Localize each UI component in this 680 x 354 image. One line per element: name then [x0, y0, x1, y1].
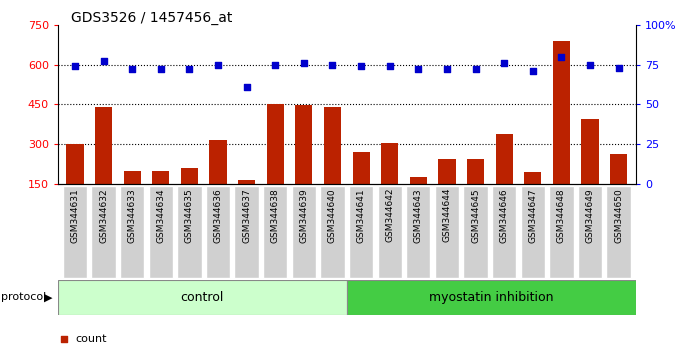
Bar	[581, 119, 598, 224]
FancyBboxPatch shape	[235, 186, 259, 278]
Point	[299, 60, 309, 66]
Point	[498, 60, 509, 66]
Text: GSM344637: GSM344637	[242, 188, 251, 242]
FancyBboxPatch shape	[463, 186, 488, 278]
FancyBboxPatch shape	[206, 186, 231, 278]
FancyBboxPatch shape	[149, 186, 173, 278]
Bar	[238, 180, 255, 224]
Point	[270, 62, 281, 67]
Bar	[347, 280, 636, 315]
FancyBboxPatch shape	[435, 186, 459, 278]
Text: control: control	[181, 291, 224, 304]
FancyBboxPatch shape	[492, 186, 516, 278]
Bar	[67, 144, 84, 224]
FancyBboxPatch shape	[607, 186, 631, 278]
Point	[241, 84, 252, 90]
Point	[613, 65, 624, 70]
Text: GSM344646: GSM344646	[500, 188, 509, 242]
Point	[528, 68, 539, 74]
Text: GSM344636: GSM344636	[214, 188, 222, 242]
Text: GSM344634: GSM344634	[156, 188, 165, 242]
Point	[69, 63, 80, 69]
Bar	[467, 159, 484, 224]
Text: protocol: protocol	[1, 292, 47, 302]
Text: GSM344632: GSM344632	[99, 188, 108, 242]
FancyBboxPatch shape	[320, 186, 345, 278]
Text: GSM344649: GSM344649	[585, 188, 594, 242]
FancyBboxPatch shape	[177, 186, 201, 278]
Text: GSM344643: GSM344643	[414, 188, 423, 242]
Bar	[352, 152, 370, 224]
Bar	[324, 107, 341, 224]
Point	[394, 253, 405, 258]
Bar	[496, 133, 513, 224]
Text: GSM344640: GSM344640	[328, 188, 337, 242]
Text: GSM344647: GSM344647	[528, 188, 537, 242]
Bar	[124, 171, 141, 224]
Bar	[152, 171, 169, 224]
Text: count: count	[75, 334, 107, 344]
Text: GSM344648: GSM344648	[557, 188, 566, 242]
Text: GSM344638: GSM344638	[271, 188, 279, 242]
Point	[441, 67, 452, 72]
FancyBboxPatch shape	[263, 186, 288, 278]
Text: GSM344635: GSM344635	[185, 188, 194, 242]
Text: GSM344650: GSM344650	[614, 188, 623, 242]
Bar	[295, 105, 313, 224]
Bar	[209, 140, 226, 224]
Point	[413, 67, 424, 72]
Bar	[410, 177, 427, 224]
Point	[184, 67, 195, 72]
Bar	[524, 172, 541, 224]
Text: GSM344631: GSM344631	[71, 188, 80, 242]
Bar	[267, 104, 284, 224]
FancyBboxPatch shape	[549, 186, 573, 278]
Text: GSM344633: GSM344633	[128, 188, 137, 242]
FancyBboxPatch shape	[63, 186, 87, 278]
FancyBboxPatch shape	[120, 186, 144, 278]
Point	[155, 67, 166, 72]
Text: GSM344639: GSM344639	[299, 188, 308, 242]
Text: ▶: ▶	[44, 292, 52, 302]
Bar	[95, 107, 112, 224]
Point	[556, 54, 567, 59]
FancyBboxPatch shape	[91, 186, 116, 278]
Text: GSM344642: GSM344642	[386, 188, 394, 242]
FancyBboxPatch shape	[521, 186, 545, 278]
FancyBboxPatch shape	[578, 186, 602, 278]
Bar	[58, 280, 347, 315]
Text: myostatin inhibition: myostatin inhibition	[429, 291, 554, 304]
Bar	[610, 154, 627, 224]
Text: GSM344641: GSM344641	[356, 188, 366, 242]
Bar	[439, 159, 456, 224]
FancyBboxPatch shape	[349, 186, 373, 278]
FancyBboxPatch shape	[377, 186, 402, 278]
Bar	[553, 41, 570, 224]
Point	[98, 58, 109, 64]
Text: GSM344645: GSM344645	[471, 188, 480, 242]
Text: GDS3526 / 1457456_at: GDS3526 / 1457456_at	[71, 11, 233, 25]
Bar	[381, 143, 398, 224]
FancyBboxPatch shape	[406, 186, 430, 278]
Point	[585, 62, 596, 67]
Point	[356, 63, 367, 69]
Text: GSM344644: GSM344644	[443, 188, 452, 242]
Point	[213, 62, 224, 67]
Point	[126, 67, 137, 72]
Bar	[181, 168, 198, 224]
Point	[327, 62, 338, 67]
Point	[470, 67, 481, 72]
Point	[384, 63, 395, 69]
FancyBboxPatch shape	[292, 186, 316, 278]
